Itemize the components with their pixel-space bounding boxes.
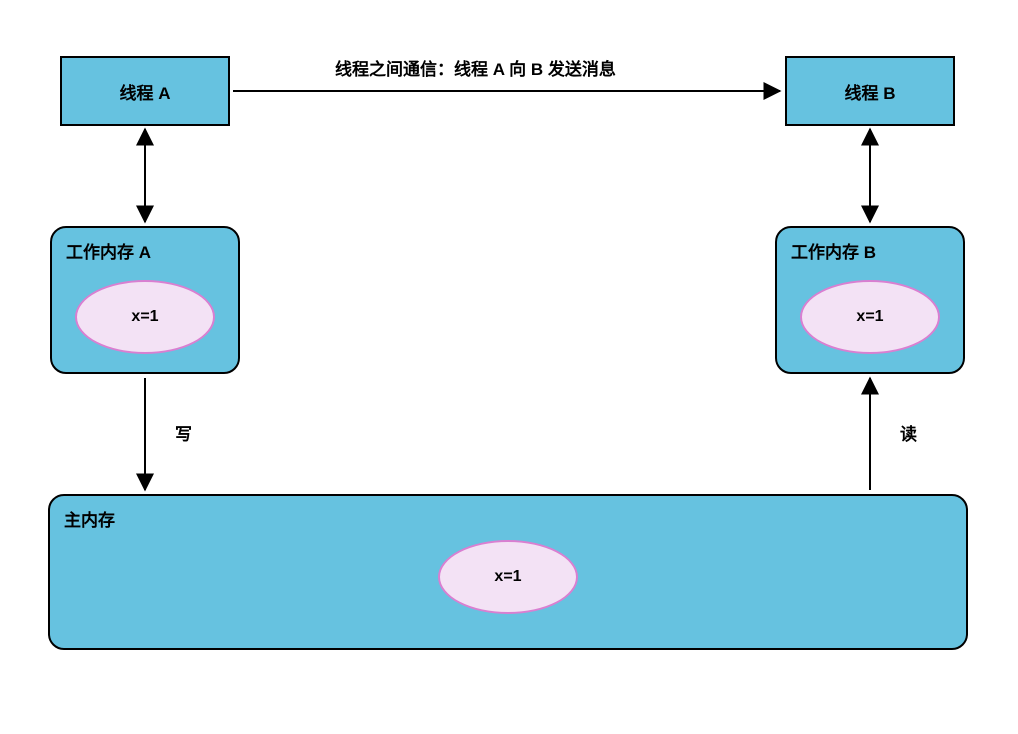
- ellipse-work-b-value: x=1: [800, 280, 940, 354]
- node-thread-b: 线程 B: [785, 56, 955, 126]
- ellipse-main-value: x=1: [438, 540, 578, 614]
- node-thread-a: 线程 A: [60, 56, 230, 126]
- main-memory-title: 主内存: [64, 506, 952, 531]
- edge-label-communication: 线程之间通信：线程 A 向 B 发送消息: [335, 55, 616, 80]
- ellipse-work-a-value: x=1: [75, 280, 215, 354]
- edge-label-write: 写: [175, 420, 192, 445]
- work-a-title: 工作内存 A: [66, 238, 224, 263]
- edge-label-read: 读: [900, 420, 917, 445]
- work-b-title: 工作内存 B: [791, 238, 949, 263]
